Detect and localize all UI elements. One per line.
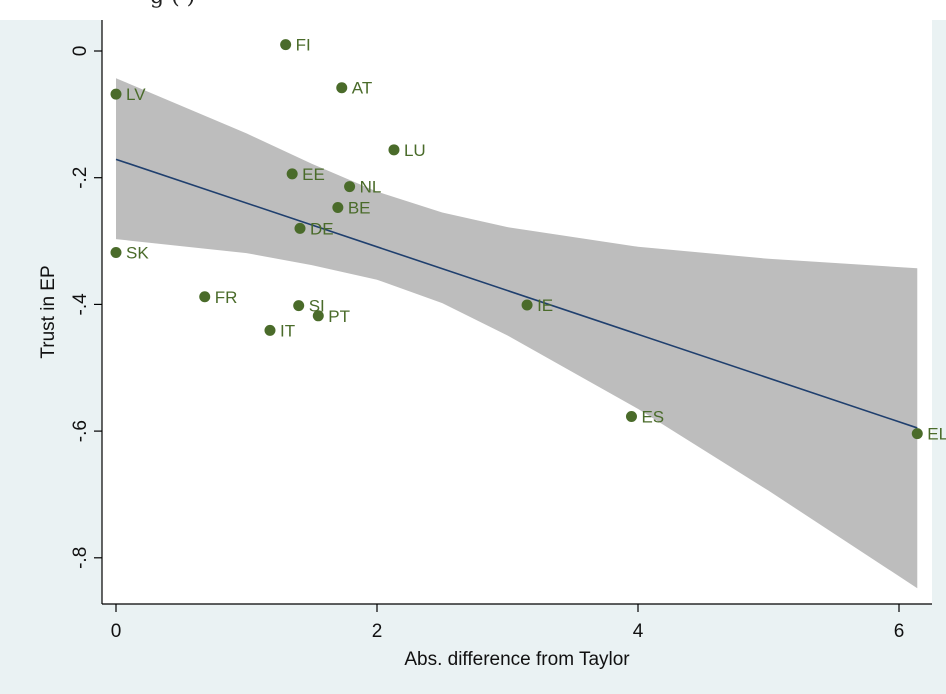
x-axis-title: Abs. difference from Taylor <box>404 649 630 670</box>
point-label-de: DE <box>310 219 334 238</box>
data-point-de <box>294 222 306 234</box>
point-label-lv: LV <box>126 85 146 104</box>
point-label-fr: FR <box>215 288 238 307</box>
data-point-be <box>332 201 344 213</box>
point-label-pt: PT <box>328 307 350 326</box>
point-label-nl: NL <box>360 178 382 197</box>
x-tick-label: 2 <box>372 621 383 642</box>
data-point-sk <box>110 246 122 258</box>
point-label-be: BE <box>348 198 371 217</box>
point-label-fi: FI <box>296 36 311 55</box>
point-label-at: AT <box>352 79 372 98</box>
point-label-el: EL <box>927 425 946 444</box>
x-tick-label: 0 <box>111 621 122 642</box>
point-label-it: IT <box>280 321 295 340</box>
point-label-ie: IE <box>537 296 553 315</box>
data-point-lv <box>110 88 122 100</box>
x-tick-label: 4 <box>633 621 644 642</box>
y-axis-title: Trust in EP <box>38 265 59 358</box>
point-label-lu: LU <box>404 141 426 160</box>
title-strip: g ( ) <box>0 0 946 20</box>
data-point-ee <box>286 168 298 180</box>
confidence-band <box>116 78 918 589</box>
data-point-at <box>336 82 348 94</box>
data-point-it <box>264 324 276 336</box>
point-label-es: ES <box>641 408 664 427</box>
data-point-nl <box>344 181 356 193</box>
data-point-si <box>293 300 305 312</box>
data-point-lu <box>388 144 400 156</box>
y-tick-label: -.2 <box>70 167 91 189</box>
clipped-title-text: g ( ) <box>150 0 195 9</box>
y-tick-label: 0 <box>70 46 91 57</box>
y-tick-label: -.8 <box>70 547 91 569</box>
data-point-pt <box>312 310 324 322</box>
y-tick-label: -.6 <box>70 420 91 442</box>
point-label-sk: SK <box>126 243 149 262</box>
point-label-ee: EE <box>302 165 325 184</box>
data-point-fr <box>199 291 211 303</box>
y-tick-label: -.4 <box>70 293 91 316</box>
data-point-fi <box>280 39 292 51</box>
x-tick-label: 6 <box>894 621 905 642</box>
data-point-es <box>625 411 637 423</box>
fitted-line <box>115 158 918 429</box>
data-point-el <box>911 428 923 440</box>
data-point-ie <box>521 299 533 311</box>
